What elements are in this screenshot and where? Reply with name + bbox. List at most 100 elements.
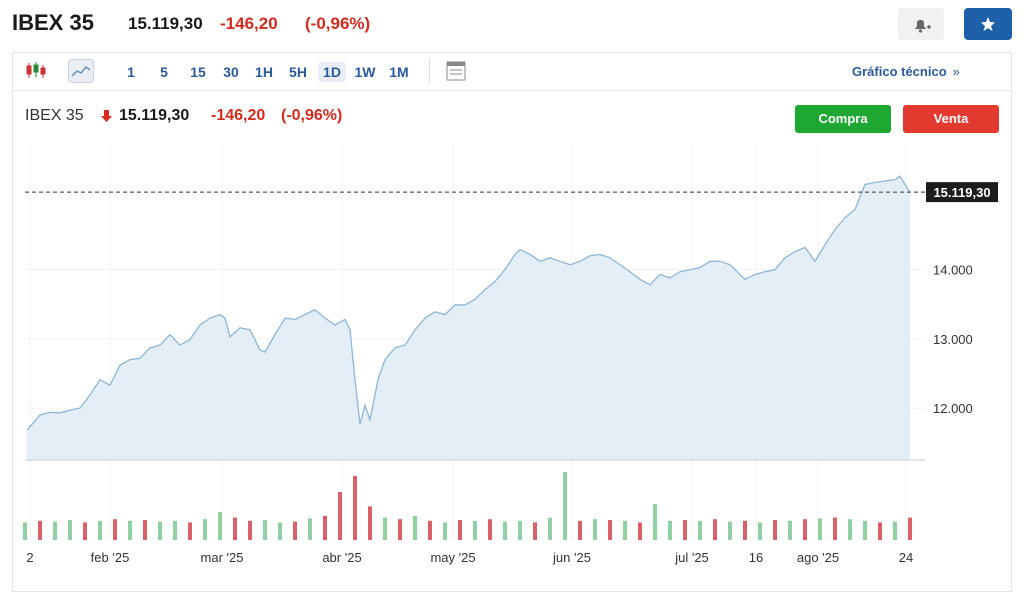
x-tick-label: abr '25 [322, 550, 361, 565]
volume-bar [623, 520, 627, 540]
change-percent: (-0,96%) [305, 14, 371, 33]
x-tick-label: jul '25 [674, 550, 709, 565]
chevron: » [952, 64, 960, 79]
volume-bar [863, 520, 867, 540]
bell-icon [915, 19, 931, 33]
volume-bar [818, 518, 822, 540]
interval[interactable]: 15 [190, 64, 206, 80]
volume-bar [713, 519, 717, 540]
interval[interactable]: 1D [318, 62, 346, 82]
link-text[interactable]: Gráfico técnico [852, 64, 947, 79]
volume-bar [893, 521, 897, 540]
volume-bar [98, 520, 102, 540]
change: -146,20 [220, 14, 278, 33]
volume-bar [593, 519, 597, 540]
volume-bar [788, 520, 792, 540]
volume-bar [473, 520, 477, 540]
volume-bar [608, 520, 612, 540]
volume-bar [503, 521, 507, 540]
volume-bar [548, 517, 552, 540]
technical-chart-link[interactable]: Gráfico técnico » [852, 64, 960, 79]
last-price-box [926, 182, 998, 203]
volume-bar [428, 520, 432, 540]
volume-bar [458, 520, 462, 540]
volume-bar [218, 512, 222, 540]
interval[interactable]: 1H [255, 64, 273, 80]
volume-bar [368, 506, 372, 540]
volume-bar [578, 520, 582, 540]
volume-bar [848, 519, 852, 540]
alert-button[interactable] [898, 8, 944, 40]
volume-bar [488, 519, 492, 540]
volume-bar [518, 520, 522, 540]
y-tick-label: 14.000 [933, 263, 973, 278]
volume-bar [353, 476, 357, 540]
y-tick-label: 12.000 [933, 401, 973, 416]
x-tick-label: 24 [899, 550, 913, 565]
volume-bar [443, 522, 447, 540]
last-price-label: 15.119,30 [933, 185, 990, 200]
quote-price: 15.119,30 [119, 107, 190, 124]
y-tick-label: 13.000 [933, 332, 973, 347]
volume-bar [533, 522, 537, 540]
star-icon [981, 17, 995, 31]
x-tick-label: 16 [749, 550, 763, 565]
volume-bar [113, 519, 117, 540]
volume-bar [413, 516, 417, 540]
toolbar [12, 52, 1012, 91]
price: 15.119,30 [128, 14, 203, 33]
volume-bar [173, 520, 177, 540]
volume-bar [143, 520, 147, 540]
volume-bar [398, 519, 402, 540]
x-tick-label: 2 [26, 550, 33, 565]
volume-bar [188, 522, 192, 540]
chart-card [12, 52, 1012, 592]
volume-bar [638, 522, 642, 540]
volume-bar [803, 519, 807, 540]
volume-bar [773, 520, 777, 540]
volume-bar [668, 520, 672, 540]
volume-bar [908, 517, 912, 540]
volume-bar [833, 517, 837, 540]
interval[interactable]: 30 [223, 64, 239, 80]
volume-bar [878, 522, 882, 540]
volume-bar [203, 519, 207, 540]
area-fill [27, 176, 910, 460]
interval[interactable]: 1M [389, 64, 409, 80]
quote-change: -146,20 [211, 107, 266, 124]
interval[interactable]: 1W [354, 64, 376, 80]
interval[interactable]: 1 [127, 64, 135, 80]
volume-bar [53, 521, 57, 540]
interval[interactable]: 5H [289, 64, 307, 80]
volume-bar [683, 520, 687, 540]
volume-bar [68, 520, 72, 540]
volume-bar [38, 520, 42, 540]
quote-name: IBEX 35 [25, 107, 84, 124]
volume-bar [338, 492, 342, 540]
layout-icon[interactable] [444, 59, 468, 83]
separator [429, 58, 430, 84]
volume-bar [263, 520, 267, 540]
volume-bar [323, 516, 327, 540]
volume-bar [383, 517, 387, 540]
volume-bar [158, 521, 162, 540]
buy-button[interactable]: Compra [795, 105, 891, 133]
candles-icon[interactable] [24, 60, 48, 82]
volume-bar [233, 517, 237, 540]
volume-bar [293, 521, 297, 540]
x-tick-label: mar '25 [201, 550, 244, 565]
volume-bar [128, 520, 132, 540]
interval[interactable]: 5 [160, 64, 168, 80]
volume-bar [743, 520, 747, 540]
down-arrow [101, 110, 112, 122]
x-tick-label: jun '25 [552, 550, 591, 565]
x-tick-label: feb '25 [91, 550, 130, 565]
x-tick-label: may '25 [430, 550, 475, 565]
watchlist-button[interactable] [964, 8, 1012, 40]
quote-change-percent: (-0,96%) [281, 107, 343, 124]
area-icon[interactable] [68, 59, 94, 83]
sell-button[interactable]: Venta [903, 105, 999, 133]
volume-bar [653, 504, 657, 540]
